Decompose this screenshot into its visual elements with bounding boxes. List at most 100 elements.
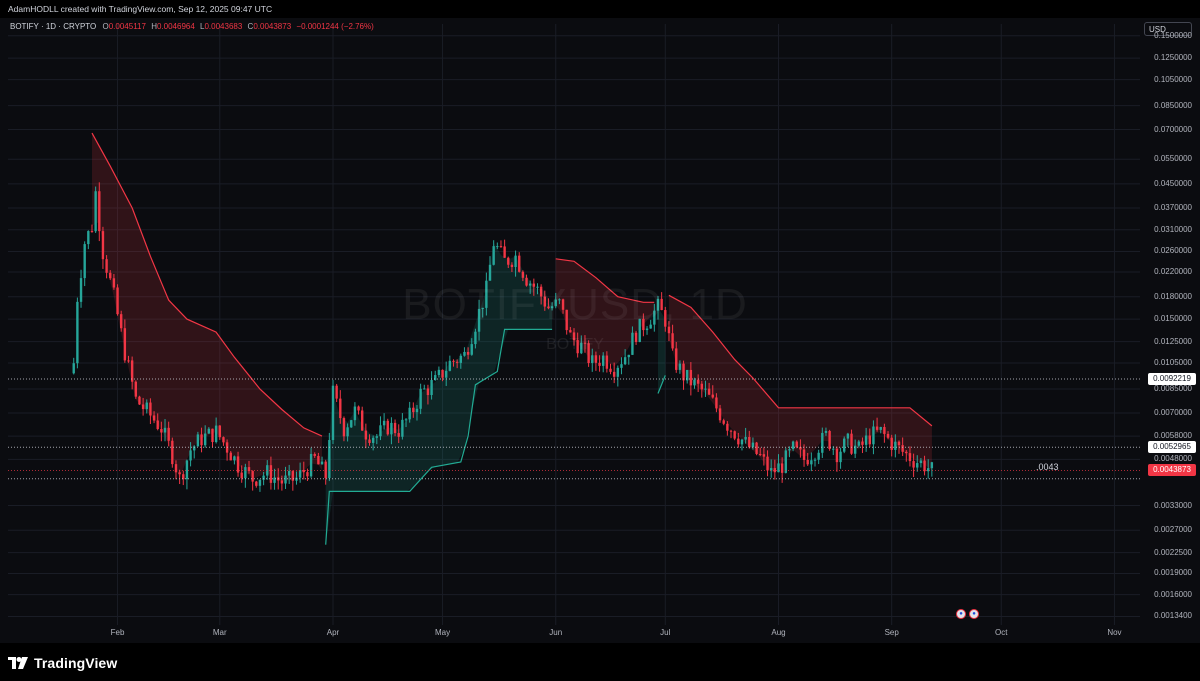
candle-body[interactable] <box>448 360 452 371</box>
candle-body[interactable] <box>167 427 170 441</box>
candle-body[interactable] <box>138 396 141 405</box>
candle-body[interactable] <box>569 330 572 333</box>
candle-body[interactable] <box>707 388 711 395</box>
candle-body[interactable] <box>280 480 284 484</box>
candle-body[interactable] <box>182 474 185 480</box>
candle-body[interactable] <box>393 422 397 434</box>
candle-body[interactable] <box>510 264 514 267</box>
candle-body[interactable] <box>839 451 842 463</box>
candle-body[interactable] <box>160 429 163 433</box>
candle-body[interactable] <box>704 388 707 390</box>
candle-body[interactable] <box>79 278 83 302</box>
candle-body[interactable] <box>656 298 660 311</box>
candle-body[interactable] <box>284 475 287 484</box>
candle-body[interactable] <box>543 296 546 307</box>
candle-body[interactable] <box>620 364 623 368</box>
candle-body[interactable] <box>507 257 510 265</box>
us-flag-event-icon[interactable]: ● <box>956 609 966 619</box>
candle-body[interactable] <box>258 479 262 486</box>
candle-body[interactable] <box>689 369 693 386</box>
candle-body[interactable] <box>452 360 455 362</box>
candle-body[interactable] <box>828 431 831 450</box>
candle-body[interactable] <box>101 231 105 260</box>
candle-body[interactable] <box>802 449 806 460</box>
us-flag-event-icon[interactable]: ● <box>969 609 979 619</box>
candle-body[interactable] <box>667 326 671 334</box>
candle-body[interactable] <box>824 431 828 433</box>
candle-body[interactable] <box>269 465 273 483</box>
candle-body[interactable] <box>386 420 389 435</box>
candle-body[interactable] <box>382 420 386 426</box>
candle-body[interactable] <box>762 454 766 457</box>
candle-body[interactable] <box>496 246 499 248</box>
candle-body[interactable] <box>470 344 473 355</box>
candle-body[interactable] <box>580 342 583 354</box>
candle-body[interactable] <box>536 286 539 288</box>
candle-body[interactable] <box>726 423 729 431</box>
candle-body[interactable] <box>306 472 309 477</box>
candle-body[interactable] <box>755 442 758 454</box>
candle-body[interactable] <box>514 255 517 267</box>
candle-body[interactable] <box>94 191 97 232</box>
candle-body[interactable] <box>810 460 813 465</box>
candle-body[interactable] <box>868 435 871 445</box>
candle-body[interactable] <box>554 299 557 307</box>
candle-body[interactable] <box>492 246 495 265</box>
candle-body[interactable] <box>872 426 875 445</box>
candle-body[interactable] <box>894 441 897 450</box>
candle-body[interactable] <box>134 381 138 397</box>
candle-body[interactable] <box>357 406 360 411</box>
candle-body[interactable] <box>558 299 561 301</box>
candle-body[interactable] <box>317 455 320 465</box>
candle-body[interactable] <box>591 355 594 364</box>
candle-body[interactable] <box>748 436 751 448</box>
candle-body[interactable] <box>539 286 543 297</box>
candle-body[interactable] <box>788 449 791 451</box>
candle-body[interactable] <box>207 428 211 434</box>
candle-body[interactable] <box>623 357 627 365</box>
currency-selector[interactable]: USD <box>1144 22 1192 36</box>
candle-body[interactable] <box>565 309 568 331</box>
candle-body[interactable] <box>846 433 850 439</box>
candle-body[interactable] <box>875 426 879 430</box>
candle-body[interactable] <box>178 472 181 475</box>
candle-body[interactable] <box>642 318 645 331</box>
candle-body[interactable] <box>262 475 265 480</box>
candle-body[interactable] <box>193 446 196 451</box>
candle-body[interactable] <box>463 351 466 356</box>
candle-body[interactable] <box>291 471 295 481</box>
candle-body[interactable] <box>72 363 75 374</box>
candle-body[interactable] <box>912 461 915 468</box>
candle-body[interactable] <box>244 467 247 479</box>
candle-body[interactable] <box>127 360 130 362</box>
candle-body[interactable] <box>156 420 159 430</box>
candle-body[interactable] <box>634 332 638 342</box>
candle-body[interactable] <box>98 191 101 232</box>
candle-body[interactable] <box>437 369 441 376</box>
candle-body[interactable] <box>426 388 430 396</box>
candle-body[interactable] <box>309 453 313 477</box>
candle-body[interactable] <box>671 333 674 349</box>
candle-body[interactable] <box>923 460 926 472</box>
candle-body[interactable] <box>320 461 324 465</box>
candle-body[interactable] <box>686 369 689 381</box>
candle-body[interactable] <box>879 427 882 430</box>
candle-body[interactable] <box>481 307 484 309</box>
tradingview-logo[interactable]: TradingView <box>8 653 117 673</box>
candle-body[interactable] <box>897 441 901 446</box>
candle-body[interactable] <box>371 437 375 443</box>
candle-body[interactable] <box>90 231 94 233</box>
candle-body[interactable] <box>700 383 704 390</box>
candle-body[interactable] <box>120 314 123 329</box>
candle-body[interactable] <box>843 438 846 452</box>
candle-body[interactable] <box>916 463 919 468</box>
candle-body[interactable] <box>850 433 853 454</box>
candle-body[interactable] <box>525 277 528 286</box>
candle-body[interactable] <box>645 328 649 331</box>
candle-body[interactable] <box>759 453 762 455</box>
candle-body[interactable] <box>324 461 327 479</box>
candle-body[interactable] <box>474 331 477 345</box>
candle-body[interactable] <box>444 370 448 378</box>
candle-body[interactable] <box>141 404 145 410</box>
candle-body[interactable] <box>335 385 338 399</box>
